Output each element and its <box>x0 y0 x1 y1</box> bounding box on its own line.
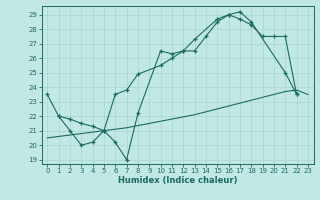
X-axis label: Humidex (Indice chaleur): Humidex (Indice chaleur) <box>118 176 237 185</box>
